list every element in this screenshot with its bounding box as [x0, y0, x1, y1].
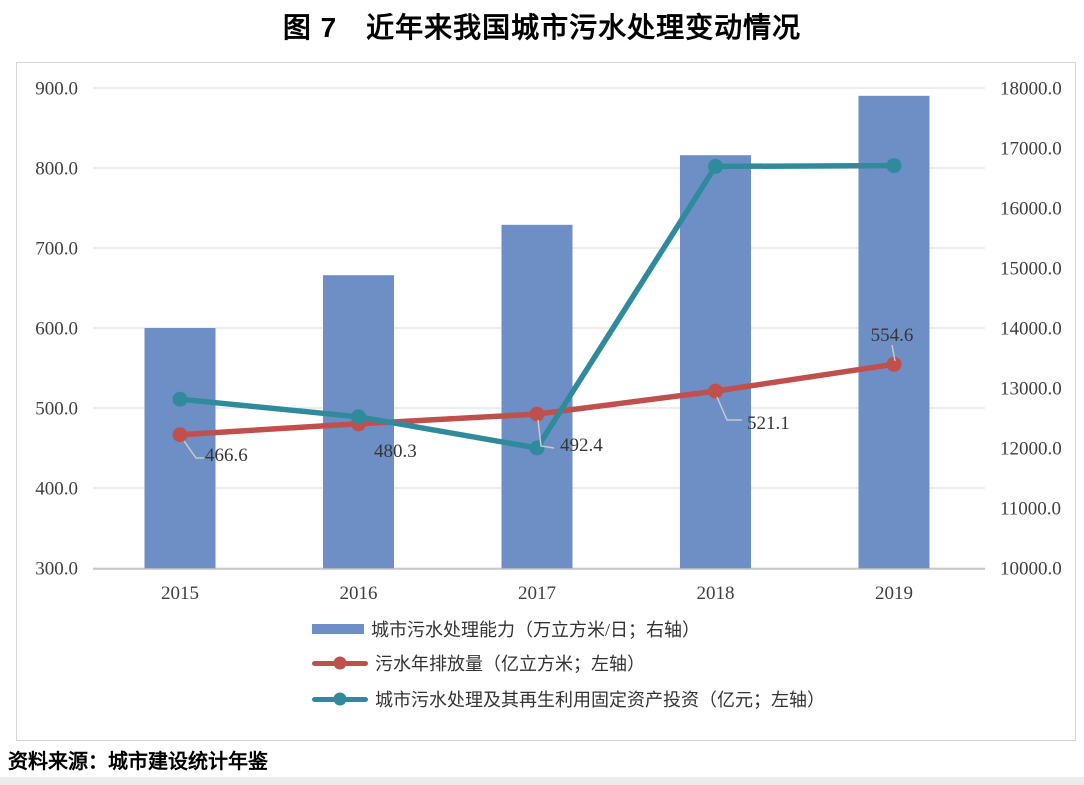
left-axis-tick: 800.0 — [35, 159, 78, 180]
data-label-2015: 466.6 — [205, 445, 248, 466]
bar-2017 — [501, 224, 573, 570]
bar-2019 — [858, 95, 930, 570]
left-axis-tick: 400.0 — [35, 479, 78, 500]
data-label-leader — [537, 419, 555, 449]
right-axis-tick: 17000.0 — [1000, 139, 1062, 160]
data-label-2019: 554.6 — [871, 325, 914, 346]
data-label-leader — [716, 396, 742, 421]
legend-label-treatment-capacity: 城市污水处理能力（万立方米/日；右轴） — [371, 620, 700, 640]
right-axis-tick: 18000.0 — [1000, 79, 1062, 100]
red-marker-2017 — [529, 406, 545, 422]
data-label-leader — [183, 440, 204, 459]
left-axis-tick: 300.0 — [35, 559, 78, 580]
chart-title: 图 7 近年来我国城市污水处理变动情况 — [282, 12, 802, 43]
data-label-leader — [891, 344, 896, 362]
legend-item-sewage-discharge: 污水年排放量（亿立方米；左轴） — [312, 652, 645, 674]
x-axis-tick: 2015 — [161, 583, 199, 604]
teal-marker-2019 — [886, 158, 902, 174]
teal-marker-2015 — [172, 391, 188, 407]
legend-label-fixed-asset-investment: 城市污水处理及其再生利用固定资产投资（亿元；左轴） — [375, 690, 825, 710]
red-marker-2015 — [172, 427, 188, 443]
bar-2018 — [680, 155, 751, 569]
right-axis-tick: 10000.0 — [1000, 559, 1062, 580]
right-axis-tick: 15000.0 — [1000, 259, 1062, 280]
bottom-page-strip — [0, 777, 1084, 785]
legend-red-line-swatch-icon — [312, 656, 368, 670]
right-axis-tick: 13000.0 — [1000, 379, 1062, 400]
left-axis-tick: 900.0 — [35, 79, 78, 100]
data-label-2018: 521.1 — [747, 413, 790, 434]
left-axis-tick: 600.0 — [35, 319, 78, 340]
right-axis-tick: 11000.0 — [1000, 499, 1061, 520]
red-marker-2018 — [708, 383, 723, 399]
data-label-2017: 492.4 — [560, 435, 603, 456]
x-axis-tick: 2018 — [697, 583, 735, 604]
legend-bar-swatch-icon — [312, 624, 364, 634]
left-axis-tick: 700.0 — [35, 239, 78, 260]
legend-item-fixed-asset-investment: 城市污水处理及其再生利用固定资产投资（亿元；左轴） — [312, 688, 825, 710]
x-axis-tick: 2017 — [518, 583, 556, 604]
teal-marker-2016 — [351, 409, 366, 425]
legend-label-sewage-discharge: 污水年排放量（亿立方米；左轴） — [375, 654, 645, 674]
right-axis-tick: 16000.0 — [1000, 199, 1062, 220]
right-axis-tick: 12000.0 — [1000, 439, 1062, 460]
right-axis-tick: 14000.0 — [1000, 319, 1062, 340]
bar-2015 — [144, 328, 216, 569]
left-axis-tick: 500.0 — [35, 399, 78, 420]
x-axis-tick: 2019 — [875, 583, 913, 604]
teal-marker-2017 — [529, 440, 545, 456]
data-label-2016: 480.3 — [374, 441, 417, 462]
teal-marker-2018 — [708, 158, 723, 174]
x-axis-tick: 2016 — [340, 583, 378, 604]
legend-item-treatment-capacity: 城市污水处理能力（万立方米/日；右轴） — [312, 618, 700, 640]
legend-teal-line-swatch-icon — [312, 692, 368, 706]
red-marker-2019 — [886, 356, 902, 372]
source-note: 资料来源：城市建设统计年鉴 — [8, 751, 268, 773]
